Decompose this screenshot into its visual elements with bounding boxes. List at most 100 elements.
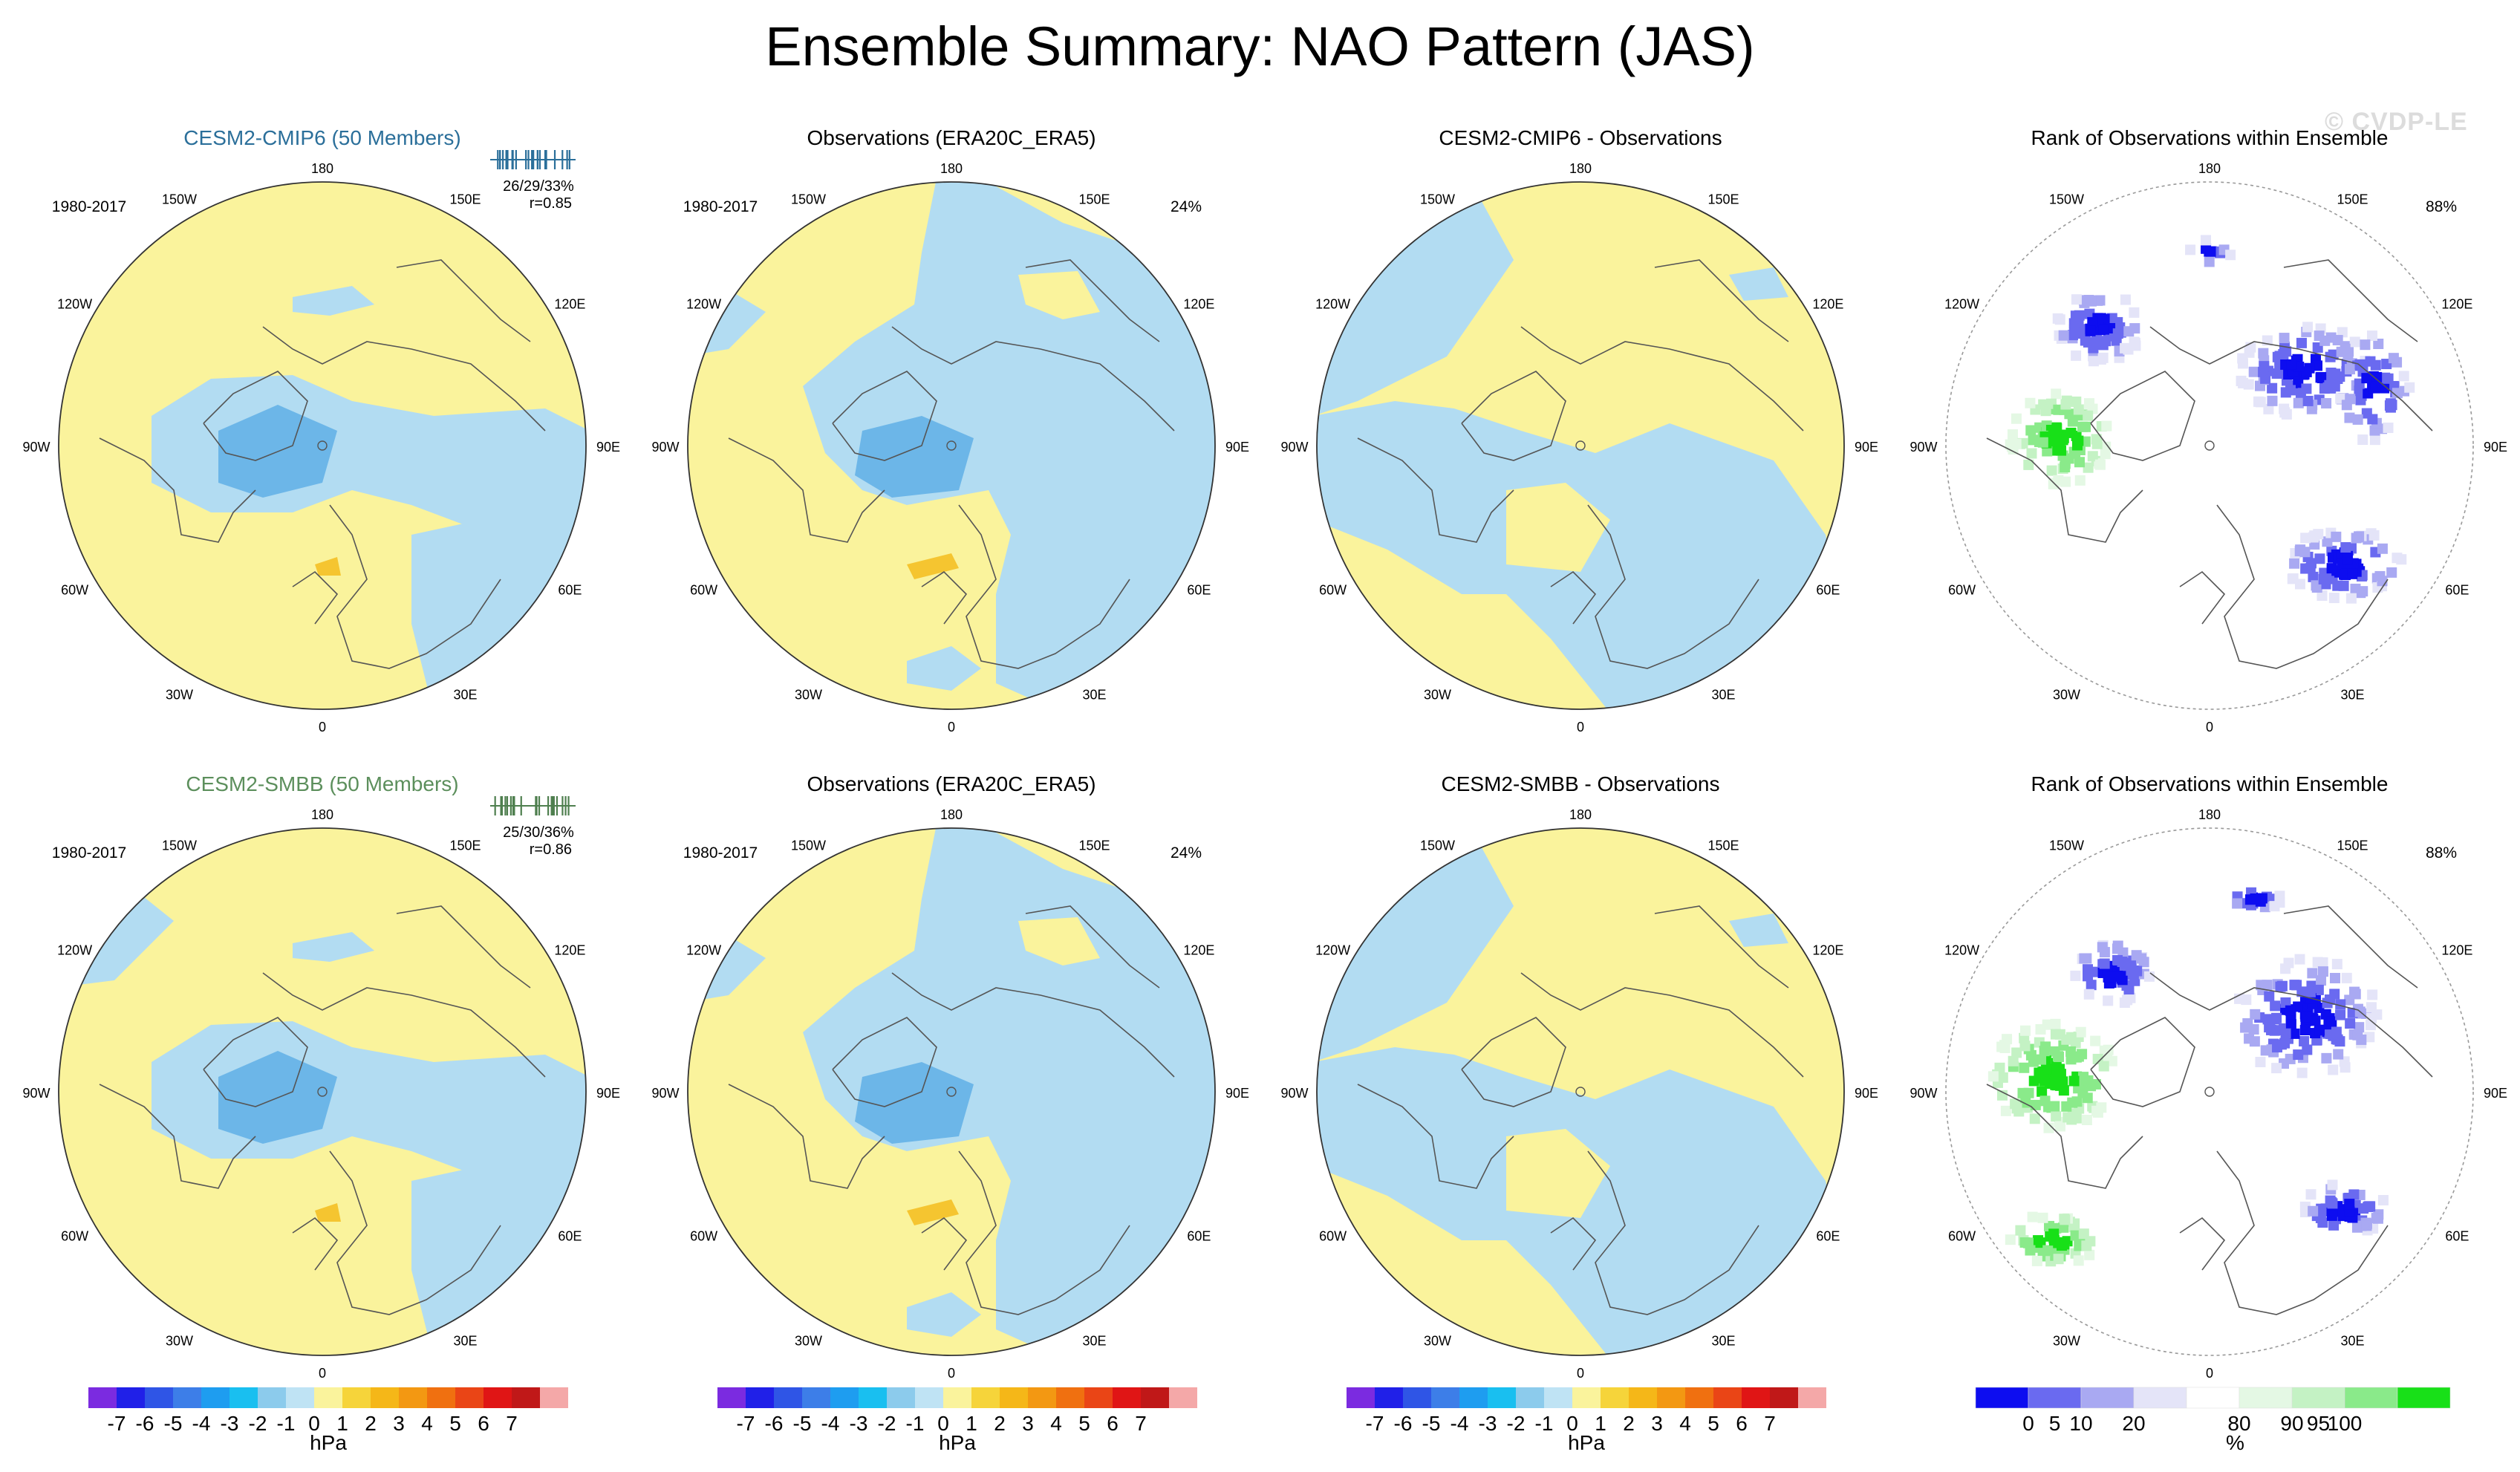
rank-pixel <box>2244 347 2255 358</box>
colorbar-swatch <box>371 1387 399 1408</box>
rank-pixel <box>2019 1062 2030 1073</box>
rank-pixel <box>2123 344 2134 355</box>
rank-pixel <box>2296 337 2307 348</box>
longitude-label: 60E <box>558 1229 582 1244</box>
coastline <box>921 570 968 625</box>
colorbar-tick-label: 1 <box>966 1412 977 1435</box>
longitude-label: 180 <box>940 161 963 176</box>
colorbar-swatch <box>2344 1387 2398 1409</box>
rank-pixel <box>2347 568 2358 579</box>
coastline <box>832 1017 937 1107</box>
coastlines <box>99 905 546 1315</box>
colorbar-swatch <box>1347 1387 1375 1408</box>
colorbar-swatch <box>2133 1387 2187 1409</box>
negative-anomaly-region <box>803 182 1215 709</box>
rank-pixel <box>2344 1199 2355 1210</box>
rank-pixel <box>2043 1122 2054 1133</box>
colorbar-swatch <box>1488 1387 1516 1408</box>
rank-pixel <box>2083 462 2094 473</box>
longitude-label: 60W <box>690 583 717 598</box>
rank-pixel <box>2087 316 2098 328</box>
period-label: 1980-2017 <box>52 198 126 215</box>
rank-pixel <box>2300 533 2311 544</box>
colorbar-tick-label: 3 <box>1651 1412 1663 1435</box>
rank-pixel <box>2361 1220 2372 1231</box>
colorbar-swatch <box>1459 1387 1488 1408</box>
pole-marker <box>2204 440 2215 451</box>
coastline <box>1986 1084 2143 1189</box>
rank-pixel <box>2357 586 2368 597</box>
colorbar-swatch <box>1544 1387 1572 1408</box>
rank-pixel <box>2349 986 2360 997</box>
rank-pixel <box>2109 971 2120 983</box>
rank-pixel <box>2351 1222 2363 1233</box>
rank-pixel <box>2051 388 2062 400</box>
rank-pixel <box>2386 567 2397 578</box>
longitude-label: 60E <box>2445 1229 2469 1244</box>
colorbar-tick-label: 1 <box>336 1412 348 1435</box>
rank-pixel <box>2100 449 2111 460</box>
negative-anomaly-region <box>1729 914 1788 947</box>
rank-pixel <box>2357 434 2368 446</box>
longitude-label: 120E <box>1812 943 1843 958</box>
rank-pixel <box>2312 360 2323 371</box>
colorbar-swatch <box>314 1387 342 1408</box>
rank-pixel <box>2119 997 2130 1009</box>
rank-map-2: 180 150E 120E 90E 60E 30E 0 30W 60W 90W 120W 150W <box>1909 807 2507 1381</box>
rank-pixel <box>2225 250 2236 261</box>
positive-anomaly-region <box>1018 271 1100 319</box>
longitude-label: 0 <box>2206 1366 2213 1381</box>
hpa-colorbar-3: -7 -6 -5 -4 -3 -2 -1 0 1 2 3 4 5 6 7 hPa <box>1347 1387 1826 1454</box>
rank-pixel <box>2265 1017 2276 1029</box>
colorbar-tick-label: -5 <box>1422 1412 1441 1435</box>
pole-marker <box>946 1087 957 1097</box>
coastline <box>1025 259 1160 342</box>
colorbar-tick-label: 4 <box>1050 1412 1062 1435</box>
rank-pixel <box>2079 953 2090 964</box>
rank-pixel <box>2294 954 2305 965</box>
rank-pixel <box>2095 313 2106 324</box>
obs-period-label: 1980-2017 <box>683 198 758 215</box>
rank-pixel <box>2037 1212 2048 1223</box>
colorbar-tick-label: -7 <box>108 1412 126 1435</box>
colorbar-swatch <box>1113 1387 1141 1408</box>
longitude-label: 150E <box>1707 838 1739 853</box>
longitude-label: 0 <box>319 1366 326 1381</box>
rank-pixel <box>2232 898 2243 909</box>
coastline <box>958 1150 1130 1315</box>
rank-pixel <box>2255 1056 2266 1067</box>
model-panel-title: CESM2-CMIP6 (50 Members) <box>183 126 460 149</box>
rank-pixel <box>2071 396 2082 407</box>
rank-pixel <box>2333 1049 2344 1060</box>
coastline <box>2149 326 2433 431</box>
rank-pixel <box>2068 1075 2080 1087</box>
longitude-label: 120W <box>686 297 721 312</box>
rank-pixel <box>2344 412 2355 423</box>
coastline <box>1587 504 1759 669</box>
rank-pixel <box>2271 1063 2282 1074</box>
positive-anomaly-region <box>1506 483 1610 572</box>
colorbar-swatch <box>1169 1387 1197 1408</box>
longitude-label: 150W <box>1420 192 1455 207</box>
negative-anomaly-region <box>293 932 374 962</box>
map-border <box>1945 181 2474 710</box>
longitude-label: 30W <box>166 687 193 702</box>
rank-pixel <box>2071 350 2082 361</box>
rank-pixel <box>2367 989 2378 1000</box>
longitude-label: 30E <box>1082 1333 1106 1348</box>
colorbar-tick-label: 6 <box>478 1412 489 1435</box>
rank-pixel <box>2054 1121 2065 1132</box>
colorbar-swatch <box>1629 1387 1657 1408</box>
longitude-label: 30E <box>453 687 477 702</box>
rank-pixel <box>2071 294 2082 305</box>
colorbar-swatch <box>1084 1387 1113 1408</box>
rank-pixel <box>2084 308 2095 319</box>
obs-map-2: 180 150E 120E 90E 60E 30E 0 30W 60W 90W 120W 150W <box>651 807 1249 1381</box>
rank-pixel <box>2027 1211 2038 1222</box>
colorbar-swatch <box>830 1387 859 1408</box>
rank-pixel <box>2205 246 2216 257</box>
colorbar-swatch <box>1742 1387 1770 1408</box>
rank-pixel <box>2289 558 2300 569</box>
negative-anomaly-region <box>907 1292 981 1337</box>
rank-pixel <box>2329 972 2340 983</box>
